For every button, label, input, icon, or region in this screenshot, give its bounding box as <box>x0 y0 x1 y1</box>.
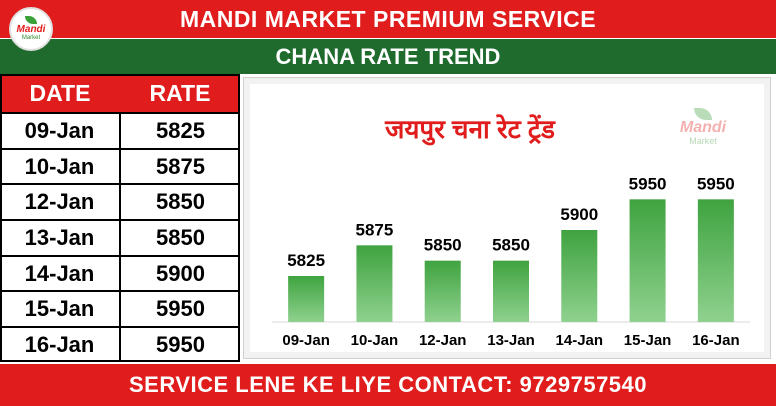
watermark-logo: Mandi Market <box>668 108 738 146</box>
x-tick-label: 10-Jan <box>351 332 399 349</box>
rate-cell: 5850 <box>156 225 205 251</box>
x-tick-label: 09-Jan <box>282 332 330 349</box>
chart-bar <box>288 276 325 322</box>
data-label: 5950 <box>697 174 735 193</box>
date-cell: 10-Jan <box>0 149 121 184</box>
data-label: 5950 <box>629 174 667 193</box>
data-label: 5850 <box>424 236 462 255</box>
data-label: 5900 <box>560 205 598 224</box>
data-label: 5850 <box>492 236 530 255</box>
date-cell: 13-Jan <box>0 221 121 255</box>
logo-text-main: Mandi <box>16 24 46 35</box>
chart-bar <box>697 199 734 322</box>
chart-bar <box>629 199 666 322</box>
page-subtitle: CHANA RATE TREND <box>0 38 776 74</box>
table-row: 14-Jan 5900 <box>0 254 240 291</box>
data-label: 5875 <box>356 220 394 239</box>
x-tick-label: 15-Jan <box>624 332 672 349</box>
chart-area: जयपुर चना रेट ट्रेंड 5825 09-Jan 5875 10-Ja… <box>250 84 764 352</box>
logo-text-sub: Market <box>21 35 41 41</box>
page-title: MANDI MARKET PREMIUM SERVICE <box>0 0 776 38</box>
chart-frame: जयपुर चना रेट ट्रेंड 5825 09-Jan 5875 10-Ja… <box>243 77 771 359</box>
table-row: 13-Jan 5850 <box>0 219 240 255</box>
table-row: 12-Jan 5850 <box>0 183 240 220</box>
chart-title: जयपुर चना रेट ट्रेंड <box>385 114 555 144</box>
column-header-date: DATE <box>29 80 91 106</box>
mandi-market-logo: Mandi Market <box>9 7 53 51</box>
rate-cell: 5900 <box>156 260 205 286</box>
column-header-rate: RATE <box>149 80 211 106</box>
chart-bar <box>424 260 461 322</box>
rate-table: DATE RATE 09-Jan 5825 10-Jan 5875 12-Jan 58… <box>0 74 240 362</box>
rate-cell: 5950 <box>156 332 205 358</box>
chart-bar <box>356 245 393 322</box>
table-row: 15-Jan 5950 <box>0 290 240 327</box>
watermark-text-main: Mandi <box>679 119 727 136</box>
date-cell: 15-Jan <box>0 292 121 327</box>
x-tick-label: 14-Jan <box>556 332 604 349</box>
date-cell: 12-Jan <box>0 185 121 220</box>
rate-cell: 5875 <box>156 153 205 179</box>
date-cell: 09-Jan <box>0 114 121 148</box>
table-row: 16-Jan 5950 <box>0 326 240 362</box>
date-cell: 16-Jan <box>0 328 121 362</box>
x-tick-label: 12-Jan <box>419 332 467 349</box>
bar-chart: 5825 09-Jan 5875 10-Jan 5850 12-Jan 5850 13-Jan… <box>272 174 750 349</box>
leaf-icon <box>694 108 712 120</box>
chart-bar <box>493 260 529 322</box>
rate-cell: 5825 <box>156 118 205 143</box>
chart-bar <box>561 230 598 322</box>
watermark-text-sub: Market <box>689 136 717 146</box>
rate-cell: 5950 <box>156 296 205 322</box>
x-tick-label: 13-Jan <box>487 332 535 349</box>
leaf-icon <box>25 16 37 24</box>
date-cell: 14-Jan <box>0 256 121 291</box>
data-label: 5825 <box>287 251 325 270</box>
rate-cell: 5850 <box>156 189 205 215</box>
x-tick-label: 16-Jan <box>692 332 740 349</box>
table-header: DATE RATE <box>0 74 240 112</box>
table-row: 10-Jan 5875 <box>0 147 240 184</box>
contact-banner: SERVICE LENE KE LIYE CONTACT: 9729757540 <box>0 364 776 406</box>
table-row: 09-Jan 5825 <box>0 112 240 148</box>
